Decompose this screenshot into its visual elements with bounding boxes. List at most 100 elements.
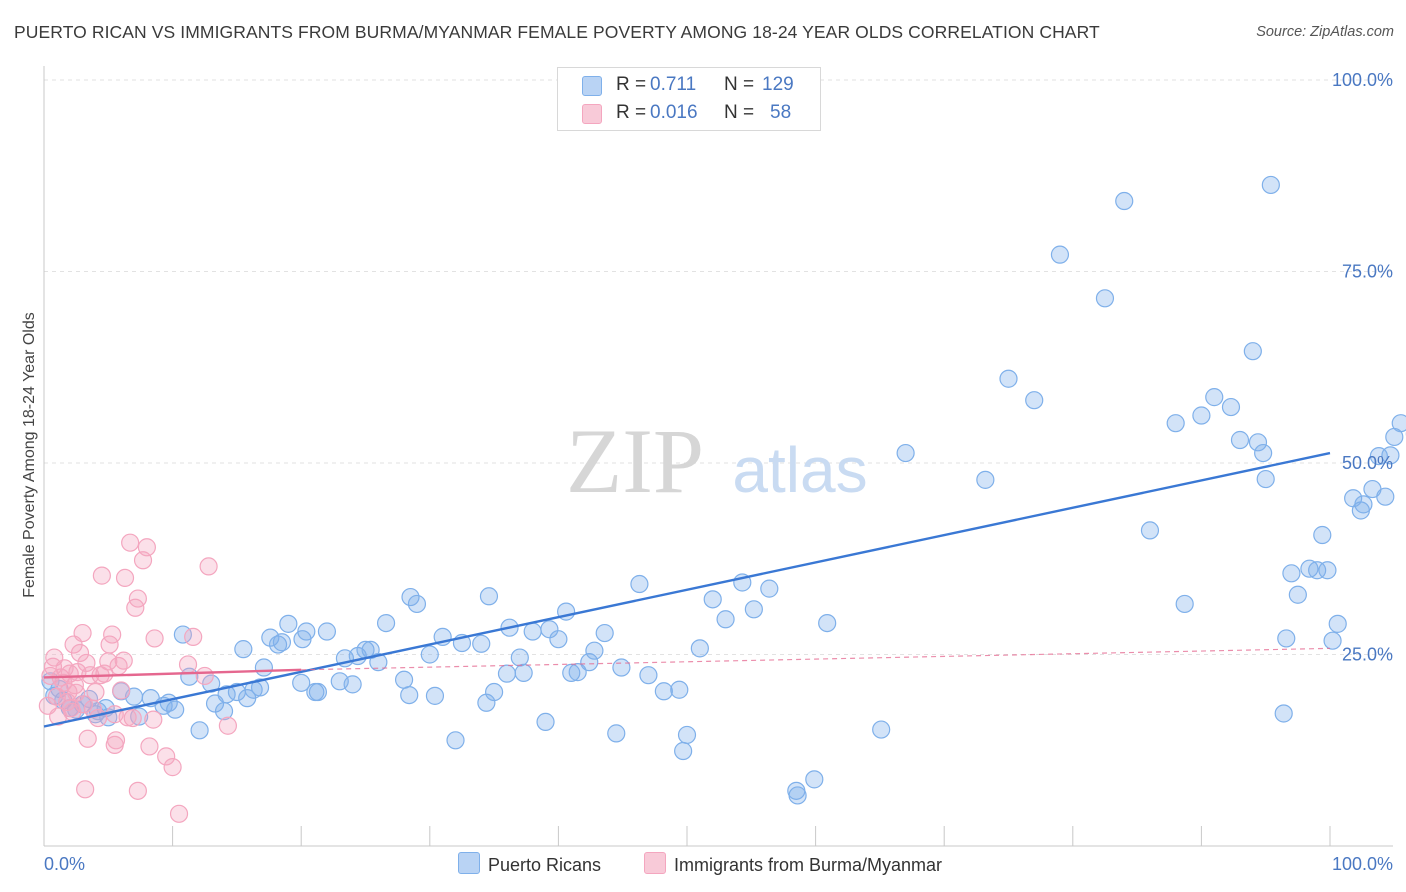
point-puerto-rican <box>674 741 693 761</box>
point-burma <box>54 673 73 692</box>
axes <box>43 66 1393 847</box>
point-burma <box>76 780 95 799</box>
point-puerto-rican <box>1323 631 1342 650</box>
watermark-zip: ZIP <box>566 410 704 512</box>
point-puerto-rican <box>1115 191 1134 211</box>
point-puerto-rican <box>580 653 599 672</box>
trend-line-burma <box>43 668 302 679</box>
point-puerto-rican <box>446 731 465 750</box>
point-puerto-rican <box>595 623 614 643</box>
point-burma <box>112 681 131 700</box>
point-burma <box>128 589 147 608</box>
y-tick-label: 100.0% <box>1332 70 1393 90</box>
legend-label: Immigrants from Burma/Myanmar <box>674 855 943 875</box>
point-puerto-rican <box>818 613 837 633</box>
point-burma <box>70 643 90 663</box>
point-puerto-rican <box>1391 414 1406 433</box>
point-puerto-rican <box>190 721 209 740</box>
legend-swatch-pink <box>644 852 666 874</box>
point-burma <box>121 533 140 552</box>
point-puerto-rican <box>1318 561 1337 580</box>
point-puerto-rican <box>308 682 328 702</box>
point-burma <box>178 655 198 674</box>
legend-swatch-blue <box>458 852 480 874</box>
trend-line-puerto-ricans <box>43 451 1331 728</box>
point-puerto-rican <box>872 720 891 739</box>
point-puerto-rican <box>1140 521 1160 540</box>
point-burma <box>123 708 142 728</box>
point-puerto-rican <box>1261 175 1280 195</box>
point-puerto-rican <box>376 613 396 633</box>
point-burma <box>74 695 93 714</box>
point-puerto-rican <box>1248 433 1268 452</box>
point-puerto-rican <box>514 663 533 682</box>
point-puerto-rican <box>1192 406 1211 425</box>
point-burma <box>163 758 182 777</box>
point-puerto-rican <box>1256 469 1275 489</box>
point-burma <box>199 557 218 576</box>
legend-item-burma: Immigrants from Burma/Myanmar <box>644 852 942 876</box>
point-puerto-rican <box>400 685 419 705</box>
point-puerto-rican <box>261 628 280 647</box>
legend-item-puerto-ricans: Puerto Ricans <box>458 852 601 876</box>
point-puerto-rican <box>1243 342 1262 361</box>
point-puerto-rican <box>1025 391 1044 410</box>
point-puerto-rican <box>425 686 445 705</box>
point-puerto-rican <box>1274 704 1293 723</box>
point-puerto-rican <box>1175 594 1194 614</box>
source-label: Source: ZipAtlas.com <box>1256 24 1394 40</box>
x-tick-label: 100.0% <box>1332 854 1393 874</box>
point-puerto-rican <box>760 579 779 598</box>
point-puerto-rican <box>254 658 274 677</box>
legend-label: Puerto Ricans <box>488 855 602 875</box>
tick-labels: 25.0% 50.0% 75.0% 100.0% 0.0% 100.0% <box>44 70 1393 874</box>
point-puerto-rican <box>1095 289 1115 308</box>
point-burma <box>86 682 105 702</box>
point-puerto-rican <box>420 645 439 664</box>
point-burma <box>78 729 97 748</box>
point-puerto-rican <box>1230 430 1250 450</box>
point-puerto-rican <box>523 622 542 641</box>
point-puerto-rican <box>407 594 427 614</box>
point-puerto-rican <box>317 622 337 641</box>
point-puerto-rican <box>1308 561 1327 580</box>
point-burma <box>106 731 126 750</box>
point-puerto-rican <box>690 639 709 658</box>
point-burma <box>218 716 237 735</box>
point-puerto-rican <box>976 470 995 489</box>
point-puerto-rican <box>1288 585 1307 604</box>
point-puerto-rican <box>677 725 697 745</box>
chart-title: PUERTO RICAN VS IMMIGRANTS FROM BURMA/MY… <box>14 22 1100 42</box>
point-puerto-rican <box>166 700 185 719</box>
point-burma <box>157 747 176 766</box>
point-burma <box>114 651 133 670</box>
point-puerto-rican <box>479 587 499 606</box>
point-puerto-rican <box>1354 495 1373 514</box>
trend-line-burma-extension <box>301 647 1331 671</box>
point-puerto-rican <box>654 682 673 701</box>
point-puerto-rican <box>670 680 689 699</box>
point-burma <box>137 538 156 557</box>
point-puerto-rican <box>234 640 253 659</box>
point-burma <box>73 623 92 643</box>
point-puerto-rican <box>703 590 722 609</box>
point-puerto-rican <box>369 653 388 672</box>
point-puerto-rican <box>343 675 362 694</box>
point-puerto-rican <box>1254 443 1273 463</box>
r-label: R = <box>616 102 647 123</box>
point-puerto-rican <box>999 369 1018 388</box>
point-puerto-rican <box>1050 245 1070 264</box>
y-axis-label: Female Poverty Among 18-24 Year Olds <box>21 312 38 598</box>
point-puerto-rican <box>497 664 517 683</box>
gridlines <box>44 79 1393 655</box>
point-puerto-rican <box>639 666 658 685</box>
point-puerto-rican <box>788 786 807 805</box>
point-burma <box>128 781 147 800</box>
r-value: 0.016 <box>650 102 698 123</box>
point-puerto-rican <box>272 633 292 652</box>
point-burma <box>169 804 189 823</box>
correlation-legend: R = 0.711 N = 129 R = 0.016 N = 58 <box>557 67 821 131</box>
point-puerto-rican <box>297 622 316 641</box>
point-puerto-rican <box>716 610 735 629</box>
